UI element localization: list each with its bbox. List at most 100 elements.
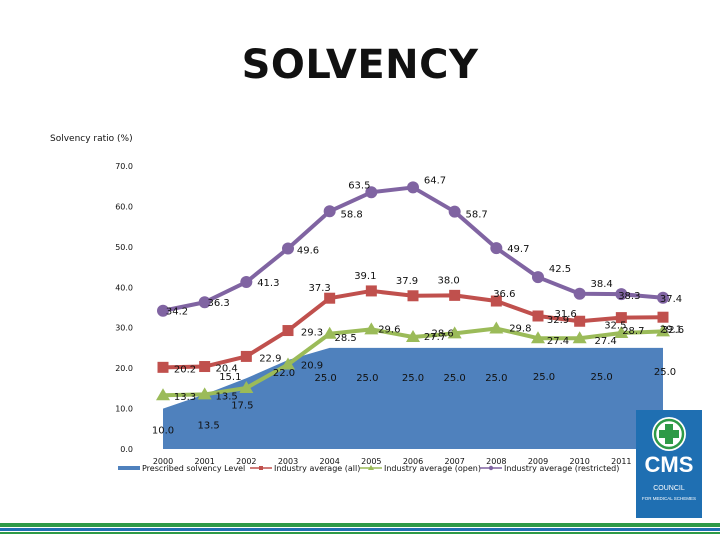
data-label: 25.0: [402, 373, 424, 384]
logo-text-top: CMS: [645, 452, 694, 477]
data-label: 20.2: [174, 364, 196, 375]
data-label: 22.9: [259, 353, 281, 364]
data-label: 36.3: [208, 298, 230, 309]
x-tick-label: 2009: [528, 457, 548, 466]
x-tick-label: 2007: [444, 457, 464, 466]
area-layer: [163, 347, 663, 449]
data-label: 41.3: [257, 278, 279, 289]
legend-marker: [368, 465, 374, 470]
data-label: 36.6: [493, 289, 515, 300]
data-label: 25.0: [591, 372, 613, 383]
series-area-prescribed: [163, 347, 663, 449]
data-label: 10.0: [152, 426, 174, 437]
legend-label: Prescribed solvency Level: [142, 464, 245, 473]
legend-item: Industry average (restricted): [480, 464, 619, 473]
y-tick-label: 30.0: [115, 324, 133, 333]
x-tick-label: 2005: [361, 457, 381, 466]
data-label: 27.7: [424, 332, 446, 343]
x-tick-label: 2002: [236, 457, 256, 466]
data-label: 37.9: [396, 276, 418, 287]
footer-stripe-green-thin: [0, 532, 720, 534]
data-point-triangle: [156, 388, 170, 401]
data-point-square: [532, 310, 544, 322]
data-label: 32.9: [547, 315, 569, 326]
data-label: 58.8: [341, 209, 363, 220]
logo-emblem-ring: [653, 418, 685, 450]
data-label: 38.0: [438, 275, 460, 286]
x-tick-label: 2003: [278, 457, 298, 466]
data-point-triangle: [531, 331, 545, 344]
data-point-square: [157, 361, 169, 373]
data-label: 39.1: [354, 271, 376, 282]
data-label: 27.4: [595, 336, 617, 347]
y-tick-label: 10.0: [115, 405, 133, 414]
data-point-triangle: [572, 331, 587, 344]
data-label: 58.7: [466, 210, 488, 221]
data-point-triangle: [447, 326, 462, 339]
data-label: 63.5: [348, 180, 370, 191]
data-label: 38.3: [618, 291, 640, 302]
data-point-circle: [365, 186, 378, 199]
data-point-triangle: [197, 387, 212, 400]
legend-label: Industry average (open): [384, 464, 481, 473]
lines-layer: [156, 181, 670, 401]
data-point-circle: [240, 276, 253, 289]
data-label: 49.7: [507, 244, 529, 255]
data-label: 27.4: [547, 336, 569, 347]
data-point-square: [490, 295, 502, 307]
data-point-square: [615, 312, 627, 324]
data-label: 32.6: [662, 325, 684, 336]
data-label: 17.5: [231, 400, 253, 411]
data-label: 28.7: [622, 326, 644, 337]
data-label: 37.4: [660, 294, 682, 305]
data-label: 29.1: [660, 324, 682, 335]
data-point-square: [449, 289, 461, 301]
data-point-circle: [532, 271, 544, 284]
data-point-square: [574, 315, 586, 327]
logo-cross-horizontal: [659, 430, 679, 438]
data-point-square: [365, 285, 377, 297]
legend-swatch-area: [118, 466, 140, 470]
data-point-circle: [657, 291, 669, 304]
cms-logo: CMS COUNCIL FOR MEDICAL SCHEMES: [636, 410, 702, 518]
y-tick-label: 50.0: [115, 243, 133, 252]
legend-item: Prescribed solvency Level: [118, 464, 245, 473]
data-label: 25.0: [654, 367, 676, 378]
data-label: 25.0: [533, 372, 555, 383]
data-label: 34.2: [166, 307, 188, 318]
data-point-triangle: [322, 326, 337, 339]
data-label: 32.5: [604, 321, 626, 332]
data-label: 13.5: [216, 391, 238, 402]
data-point-triangle: [406, 330, 420, 343]
data-point-circle: [615, 288, 628, 301]
data-point-triangle: [489, 321, 504, 334]
data-point-triangle: [614, 325, 629, 338]
legend-marker: [259, 466, 263, 470]
data-point-circle: [407, 181, 419, 194]
data-point-square: [199, 361, 211, 373]
x-tick-label: 2010: [569, 457, 589, 466]
data-label: 64.7: [424, 175, 446, 186]
data-point-triangle: [656, 324, 670, 337]
data-point-circle: [448, 205, 461, 218]
logo-text-line2: FOR MEDICAL SCHEMES: [642, 496, 696, 501]
x-tick-label: 2011: [611, 457, 631, 466]
data-label: 28.6: [432, 328, 454, 339]
data-point-triangle: [364, 322, 379, 335]
legend-item: Industry average (all): [250, 464, 360, 473]
x-tick-label: 2006: [403, 457, 423, 466]
data-point-square: [407, 290, 419, 302]
x-tick-label: 2000: [153, 457, 173, 466]
data-point-square: [282, 325, 294, 337]
data-point-circle: [490, 242, 503, 255]
data-label: 22.0: [273, 368, 295, 379]
slide-title: SOLVENCY: [241, 42, 479, 88]
data-label: 42.5: [549, 264, 571, 275]
data-label: 13.5: [198, 420, 220, 431]
data-label: 49.6: [297, 245, 319, 256]
y-tick-label: 0.0: [120, 445, 133, 454]
data-label: 31.6: [555, 309, 577, 320]
data-label: 38.4: [591, 279, 613, 290]
